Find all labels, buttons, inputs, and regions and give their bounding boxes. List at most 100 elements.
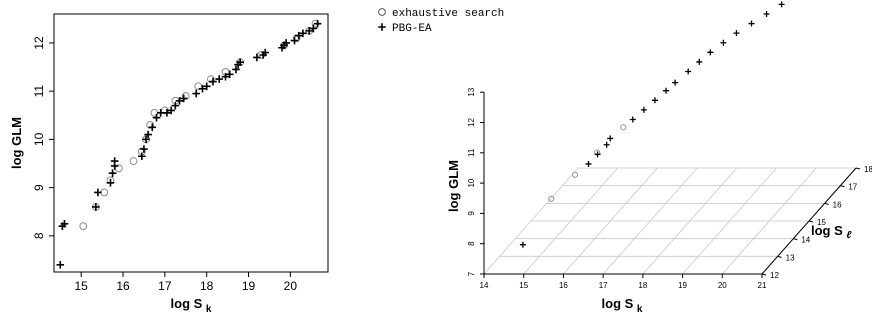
data-point-plus: [720, 39, 727, 46]
data-point-plus: [651, 97, 658, 104]
chart-2d: 15 16 17 18 19 20 8 9 10 11 12 log S k log GLM: [9, 13, 329, 315]
x-tick-label: 15: [75, 279, 89, 293]
data-point-plus: [106, 178, 115, 187]
x-tick-label: 16: [559, 281, 568, 290]
plot-frame: [53, 13, 329, 273]
axes-3d: 14 15 16 17 18 19 20 21 7 8 9 10 11 12 13 12 13 14 15 16 17 1…: [467, 87, 872, 290]
data-point-circle: [620, 124, 627, 131]
x-tick-label: 17: [599, 281, 608, 290]
z-tick: [777, 255, 782, 258]
data-point-plus: [603, 141, 610, 148]
floor-grid: [483, 167, 857, 275]
legend-plus-marker: [378, 23, 386, 31]
y-axis: 8 9 10 11 12: [32, 36, 54, 239]
data-point-plus: [236, 58, 244, 67]
data-point-plus: [215, 75, 224, 83]
y-tick-label: 9: [32, 184, 46, 191]
z-tick-label: 18: [864, 165, 872, 174]
x-tick-label: 20: [718, 281, 727, 290]
legend-item: PBG-EA: [378, 23, 432, 35]
x-tick-label: 18: [200, 279, 214, 293]
x-axis-title-main: log S: [171, 296, 206, 311]
x-tick-label: 20: [284, 279, 298, 293]
data-point-circle: [548, 195, 555, 202]
data-point-plus: [110, 157, 119, 165]
x-tick-label: 16: [116, 279, 130, 293]
z-tick-label: 17: [848, 183, 857, 192]
data-point-plus: [144, 130, 152, 139]
data-point-plus: [94, 188, 102, 197]
legend-item: exhaustive search: [378, 8, 504, 20]
legend-label: exhaustive search: [392, 8, 504, 20]
data-point-circle: [571, 171, 579, 178]
series-exhaustive-search: [79, 19, 320, 231]
z-tick: [824, 202, 829, 205]
z-tick-label: 16: [833, 200, 842, 209]
x-tick-label: 18: [638, 281, 647, 290]
data-point-plus: [152, 113, 161, 122]
z-tick: [840, 185, 845, 188]
data-point-plus: [640, 106, 647, 113]
data-point-plus: [221, 72, 230, 81]
data-point-plus: [663, 87, 670, 94]
data-point-plus: [60, 219, 69, 228]
data-point-plus: [685, 68, 692, 75]
data-point-plus: [108, 169, 117, 177]
series-pbg-ea-3d: [519, 1, 785, 248]
y-tick-label: 8: [467, 241, 476, 246]
y-tick-label: 8: [32, 232, 46, 239]
data-point-plus: [179, 94, 188, 103]
x-axis-title-main: log S: [602, 296, 637, 311]
data-point-plus: [253, 53, 261, 62]
z-axis-title-main: log S: [811, 223, 846, 238]
legend: exhaustive search PBG-EA: [378, 8, 504, 35]
data-point-plus: [696, 58, 703, 65]
data-point-plus: [209, 77, 217, 86]
series-pbg-ea: [56, 19, 322, 269]
data-point-circle: [181, 92, 190, 100]
y-tick-label: 10: [32, 132, 46, 146]
data-point-plus: [763, 10, 770, 17]
y-tick-label: 11: [467, 148, 476, 157]
z-tick-label: 15: [817, 218, 826, 227]
data-point-plus: [261, 48, 270, 57]
data-point-plus: [138, 152, 146, 161]
series-exhaustive-search-3d: [548, 124, 627, 202]
data-point-plus: [629, 116, 636, 123]
data-point-plus: [607, 135, 614, 142]
z-tick: [793, 238, 798, 241]
data-point-plus: [167, 106, 175, 115]
data-point-plus: [232, 65, 240, 74]
y-tick-label: 10: [467, 178, 476, 187]
data-point-plus: [294, 31, 303, 40]
x-tick-label: 21: [758, 281, 767, 290]
legend-circle-marker: [378, 8, 386, 16]
y-tick-label: 9: [467, 211, 476, 216]
x-axis-title-sub: k: [637, 304, 643, 315]
y-axis-title-3d: log GLM: [446, 160, 461, 212]
x-tick-label: 19: [678, 281, 687, 290]
data-point-plus: [594, 151, 601, 158]
x-axis: 15 16 17 18 19 20: [75, 272, 298, 293]
x-axis-title-3d: log S k: [602, 296, 643, 315]
data-point-circle: [100, 188, 109, 197]
data-point-plus: [225, 70, 234, 79]
z-tick: [808, 220, 814, 223]
data-point-plus: [198, 84, 207, 93]
z-axis-title-sub: ℓ: [846, 230, 852, 241]
data-point-circle: [129, 157, 138, 165]
data-point-plus: [313, 19, 322, 28]
data-point-plus: [707, 49, 714, 56]
z-tick: [761, 273, 767, 276]
z-tick-label: 14: [801, 236, 810, 245]
y-tick-label: 12: [32, 36, 46, 50]
data-point-plus: [290, 36, 299, 45]
z-tick-label: 13: [786, 253, 795, 262]
data-point-plus: [519, 241, 526, 248]
data-point-plus: [202, 82, 211, 91]
data-point-plus: [148, 123, 157, 132]
z-tick-label: 12: [770, 271, 779, 280]
data-point-plus: [778, 1, 785, 8]
